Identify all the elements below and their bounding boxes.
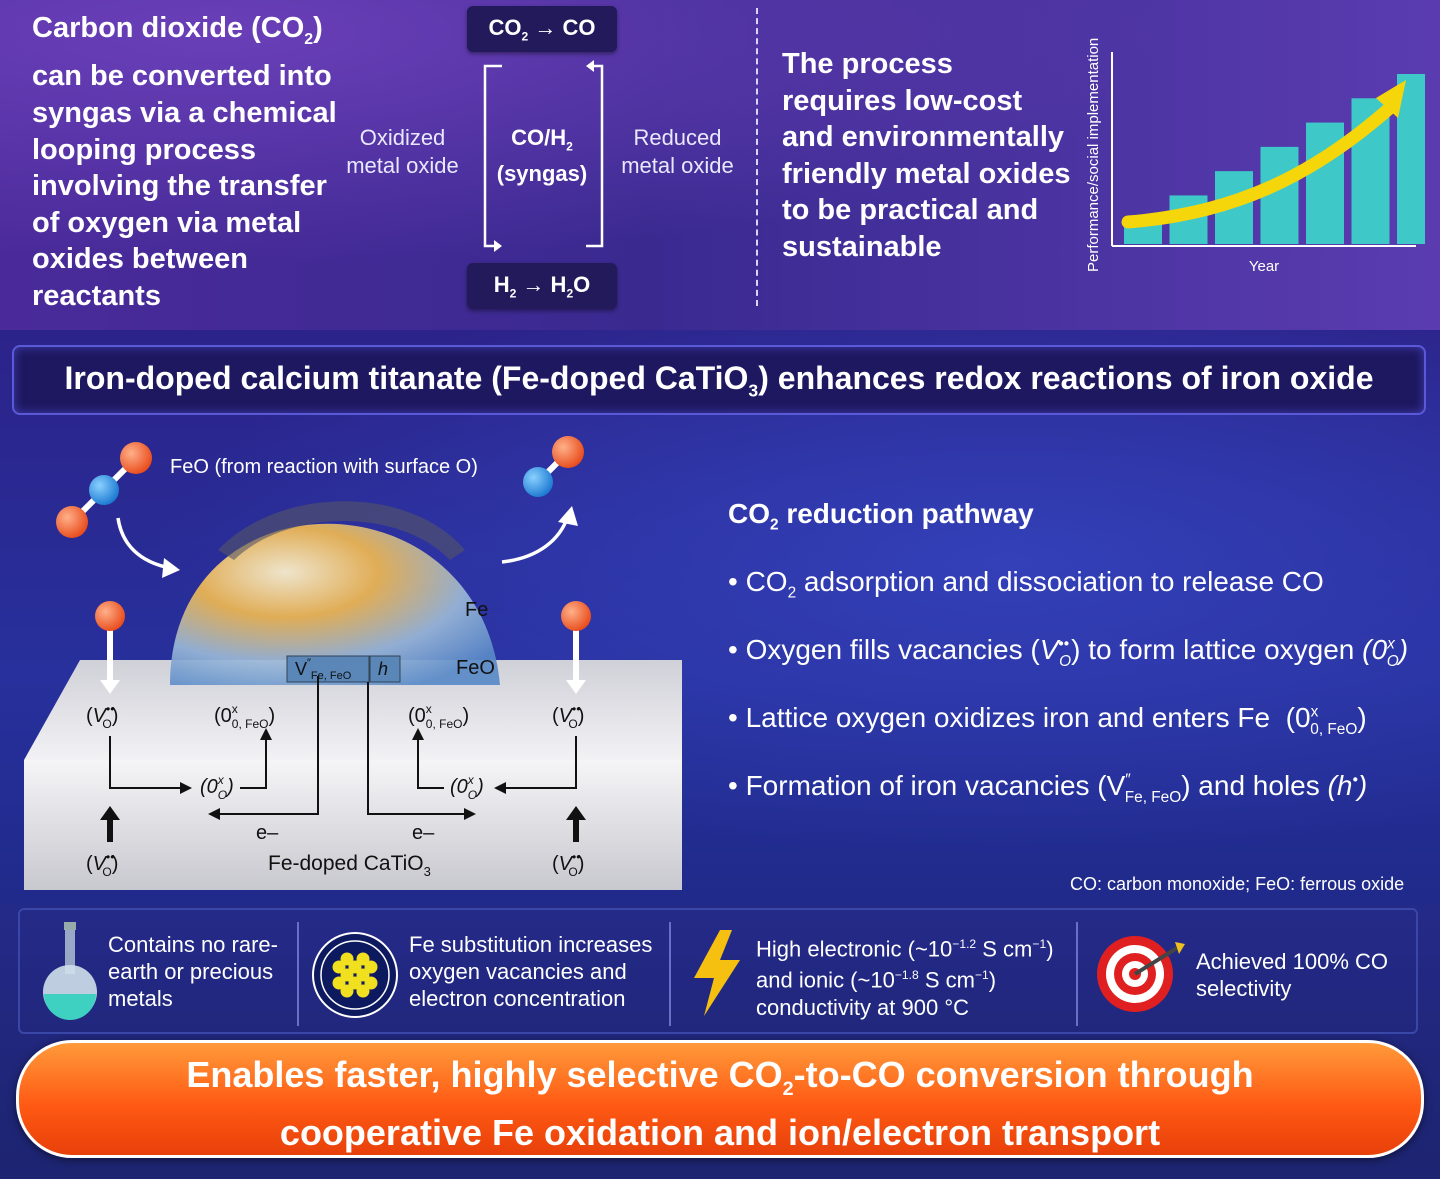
target-icon [1097,936,1185,1012]
divider [297,922,299,1026]
carbon-atom [523,467,553,497]
banner-title: Iron-doped calcium titanate (Fe-doped Ca… [64,360,1374,401]
cycle-arrows [483,60,604,252]
intro-line: looping process [32,133,256,166]
chart-xlabel: Year [1249,258,1279,275]
cycle-bottom-box: H2 → H2O [467,263,617,309]
trend-arrowhead [1376,80,1406,118]
pathway-item: • Formation of iron vacancies (V″Fe, FeO… [728,770,1368,806]
feo-label: FeO [456,657,495,679]
chart-bar [1397,74,1425,244]
intro-line: can be converted into [32,60,332,93]
electron-label: e– [256,822,279,844]
reaction-schematic: FeO (from reaction with surface O) Fe Fe… [24,436,682,890]
atom-dot [340,968,354,982]
atom-dot [356,968,370,982]
oxygen-atom [561,601,591,631]
feature-text: High electronic (~10−1.2 S cm−1) and ion… [756,936,1054,1020]
lightning-icon [694,930,740,1016]
lattice-oxygen-label: (0x O) [200,773,234,802]
atom-dot [332,960,346,974]
pathway-title: CO2 reduction pathway [728,498,1034,534]
cycle-top-box: CO2 → CO [467,6,617,52]
intro-line: Carbon dioxide (CO2) [32,12,323,48]
features-panel [18,908,1418,1034]
conclusion-text: Enables faster, highly selective CO2-to-… [186,1054,1254,1154]
trend-arrow [1121,99,1399,229]
carbon-atom [89,475,119,505]
hole-box [369,655,401,683]
divider [1076,922,1078,1026]
flask-icon [43,922,97,1020]
intro-line: oxides between [32,243,248,276]
performance-chart: Performance/social implementation Year [1085,38,1425,275]
reduced-metal-oxide-label: Reduced metal oxide [621,125,734,178]
feo-source-label: FeO (from reaction with surface O) [170,456,478,478]
vacancy-label: (V•• O) [552,702,584,731]
atom-dot [356,984,370,998]
atom-dot [356,952,370,966]
chart-ylabel: Performance/social implementation [1085,38,1102,272]
atom-dot [364,960,378,974]
hole-label: h [378,659,388,679]
intro-text: Carbon dioxide (CO2) can be converted in… [32,10,352,315]
feo-dome [170,523,500,685]
feature-text: Contains no rare-earth or precious metals [108,932,278,1011]
atom-dot [348,976,362,990]
pathway-item: • Lattice oxygen oxidizes iron and enter… [728,702,1367,738]
dashed-divider [756,8,758,306]
vacancy-label: (V•• O) [86,702,118,731]
oxygen-atom [56,506,88,538]
requirement-text: The process requires low-cost and enviro… [782,48,1071,263]
pathway-item: • CO2 adsorption and dissociation to rel… [728,566,1324,602]
atom-dot [340,952,354,966]
material-label: Fe-doped CaTiO3 [268,852,431,879]
pathway-item: • Oxygen fills vacancies (V••O) to form … [728,634,1409,670]
electron-label: e– [412,822,435,844]
vacancy-label: (V•• O) [86,850,118,879]
intro-line: involving the transfer [32,170,327,203]
atom-dot [348,960,362,974]
title-banner: Iron-doped calcium titanate (Fe-doped Ca… [12,345,1426,415]
oxygen-atom [552,436,584,468]
atom-dot [364,976,378,990]
conclusion-banner: Enables faster, highly selective CO2-to-… [16,1040,1424,1158]
atom-dot [340,984,354,998]
oxygen-atom [95,601,125,631]
lattice-oxygen-label: (0x O) [450,773,484,802]
feature-text: Fe substitution increases oxygen vacancie… [409,932,653,1011]
syngas-label: CO/H2 (syngas) [496,125,588,187]
intro-line: syngas via a chemical [32,96,337,129]
fe-label: Fe [465,599,488,621]
iron-vacancy-box [286,655,370,683]
vacancy-label: (V•• O) [552,850,584,879]
oxidized-metal-oxide-label: Oxidized metal oxide [346,125,459,178]
oxygen-atom [120,442,152,474]
feature-text: Achieved 100% CO selectivity [1196,949,1388,1001]
atom-icon [312,932,398,1018]
abbreviations-note: CO: carbon monoxide; FeO: ferrous oxide [1070,874,1405,894]
top-panel [0,0,1440,330]
intro-line: reactants [32,279,161,312]
intro-line: of oxygen via metal [32,206,302,239]
slab-front [24,760,682,890]
divider [669,922,671,1026]
atom-dot [332,976,346,990]
